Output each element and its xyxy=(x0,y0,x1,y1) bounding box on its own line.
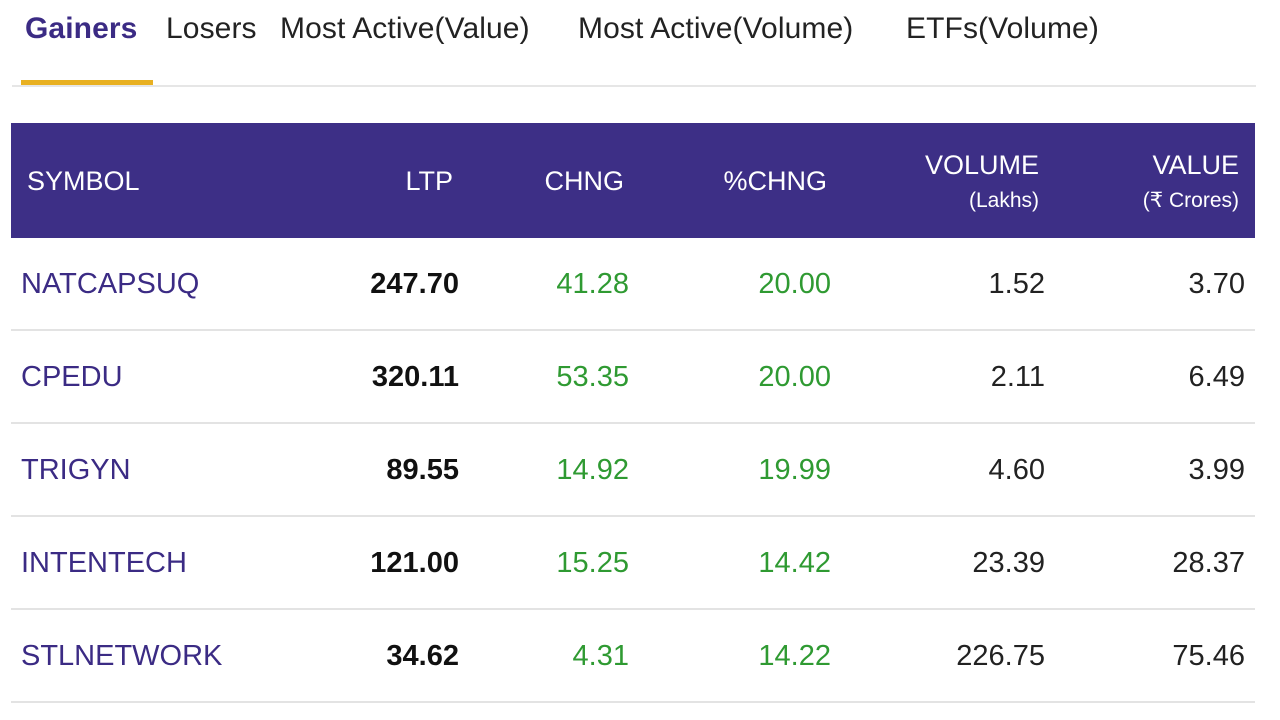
ltp-value: 247.70 xyxy=(370,268,459,300)
percent-chng-value: 14.22 xyxy=(758,640,831,672)
tab-most-active-value[interactable]: Most Active(Value) xyxy=(280,12,530,45)
percent-chng-value: 20.00 xyxy=(758,268,831,300)
value-amount: 6.49 xyxy=(1188,361,1245,393)
value-amount: 75.46 xyxy=(1172,640,1245,672)
percent-chng-value: 14.42 xyxy=(758,547,831,579)
header-symbol[interactable]: SYMBOL xyxy=(27,166,140,196)
volume-value: 226.75 xyxy=(956,640,1045,672)
ltp-value: 121.00 xyxy=(370,547,459,579)
header-chng[interactable]: CHNG xyxy=(544,166,625,196)
header-volume[interactable]: VOLUME (Lakhs) xyxy=(925,149,1039,215)
tab-gainers[interactable]: Gainers xyxy=(25,12,138,45)
header-value-unit: (₹ Crores) xyxy=(1142,189,1239,212)
tab-etfs-volume[interactable]: ETFs(Volume) xyxy=(906,12,1099,45)
symbol-link[interactable]: INTENTECH xyxy=(21,547,187,579)
symbol-link[interactable]: TRIGYN xyxy=(21,454,131,486)
table-row: TRIGYN 89.55 14.92 19.99 4.60 3.99 xyxy=(11,424,1255,517)
ltp-value: 89.55 xyxy=(386,454,459,486)
ltp-value: 320.11 xyxy=(371,361,459,393)
chng-value: 4.31 xyxy=(572,640,629,672)
tab-most-active-volume[interactable]: Most Active(Volume) xyxy=(578,12,854,45)
symbol-link[interactable]: CPEDU xyxy=(21,361,123,393)
header-value-label: VALUE xyxy=(1152,150,1239,180)
table-row: STLNETWORK 34.62 4.31 14.22 226.75 75.46 xyxy=(11,610,1255,703)
volume-value: 1.52 xyxy=(988,268,1045,300)
ltp-value: 34.62 xyxy=(386,640,459,672)
percent-chng-value: 20.00 xyxy=(758,361,831,393)
header-volume-unit: (Lakhs) xyxy=(968,189,1039,212)
header-percent-chng[interactable]: %CHNG xyxy=(723,166,827,196)
symbol-link[interactable]: STLNETWORK xyxy=(21,640,223,672)
chng-value: 41.28 xyxy=(556,268,629,300)
gainers-table: SYMBOL LTP CHNG %CHNG VOLUME (Lakhs) VAL… xyxy=(11,123,1255,703)
active-tab-indicator xyxy=(21,80,153,85)
table-row: CPEDU 320.11 53.35 20.00 2.11 6.49 xyxy=(11,331,1255,424)
value-amount: 3.99 xyxy=(1188,454,1245,486)
table-row: NATCAPSUQ 247.70 41.28 20.00 1.52 3.70 xyxy=(11,238,1255,331)
chng-value: 14.92 xyxy=(556,454,629,486)
value-amount: 3.70 xyxy=(1188,268,1245,300)
market-tabs: Gainers Losers Most Active(Value) Most A… xyxy=(12,0,1256,87)
table-header: SYMBOL LTP CHNG %CHNG VOLUME (Lakhs) VAL… xyxy=(11,123,1255,238)
chng-value: 15.25 xyxy=(556,547,629,579)
volume-value: 4.60 xyxy=(988,454,1045,486)
header-value[interactable]: VALUE (₹ Crores) xyxy=(1143,149,1239,215)
table-row: INTENTECH 121.00 15.25 14.42 23.39 28.37 xyxy=(11,517,1255,610)
tab-losers[interactable]: Losers xyxy=(166,12,257,45)
percent-chng-value: 19.99 xyxy=(758,454,831,486)
symbol-link[interactable]: NATCAPSUQ xyxy=(21,268,200,300)
volume-value: 23.39 xyxy=(972,547,1045,579)
volume-value: 2.11 xyxy=(990,361,1045,393)
chng-value: 53.35 xyxy=(556,361,629,393)
header-volume-label: VOLUME xyxy=(924,150,1039,180)
value-amount: 28.37 xyxy=(1172,547,1245,579)
header-ltp[interactable]: LTP xyxy=(405,166,453,196)
